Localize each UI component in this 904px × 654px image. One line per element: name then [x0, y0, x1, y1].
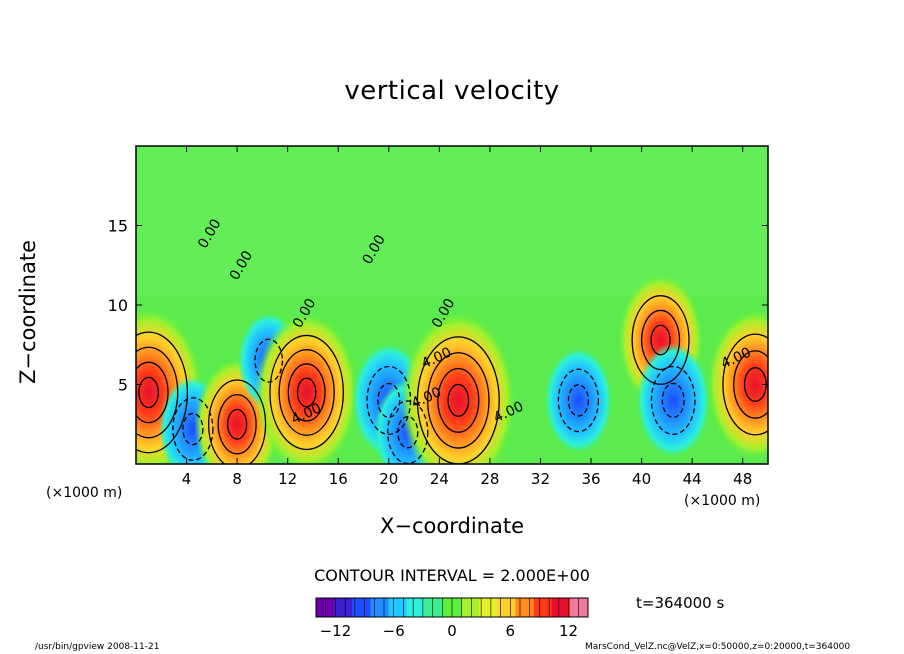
colorbar-segment [334, 598, 353, 617]
contour-line [254, 338, 284, 383]
x-tick-label: 28 [480, 470, 499, 488]
x-unit-right: (×1000 m) [684, 493, 760, 509]
contour-line [287, 363, 326, 422]
colorbar-segment [352, 598, 371, 617]
contour-line [426, 352, 490, 449]
velocity-cell [544, 347, 613, 454]
y-tick-label: 5 [118, 376, 128, 395]
colorbar-tick-label: −6 [383, 622, 405, 640]
contour-line [397, 415, 419, 449]
colorbar-segment [479, 598, 498, 617]
contour-line [650, 365, 696, 435]
colorbar-segment [515, 598, 535, 617]
contour-line [226, 408, 248, 440]
y-tick-label: 15 [108, 217, 128, 236]
contour-line [640, 309, 681, 371]
x-tick-label: 24 [430, 470, 449, 488]
x-tick-label: 44 [683, 470, 702, 488]
contour-line [217, 394, 257, 455]
contour-line [182, 412, 204, 446]
y-axis-label: Z−coordinate [16, 240, 40, 384]
contour-interval-text: CONTOUR INTERVAL = 2.000E+00 [314, 566, 590, 585]
contour-line [733, 350, 768, 419]
x-tick-label: 36 [581, 470, 600, 488]
contour-line [447, 383, 470, 417]
colorbar-segment [370, 598, 390, 617]
contour-line [136, 361, 169, 424]
colorbar-segment [406, 598, 426, 617]
colorbar-segment [424, 598, 444, 617]
x-tick-label: 32 [531, 470, 550, 488]
contour-line [136, 346, 179, 439]
contour-line [650, 324, 671, 356]
x-tick-label: 8 [232, 470, 242, 488]
contour-line [278, 349, 335, 436]
contour-line [437, 367, 480, 433]
contour-line [208, 379, 267, 464]
contour-line [557, 368, 600, 433]
colorbar-tick-label: 12 [559, 622, 578, 640]
contour-line [377, 382, 401, 419]
colorbar-segment [497, 598, 516, 617]
velocity-cell [636, 343, 710, 458]
colorbar-frame [315, 597, 589, 618]
x-tick-label: 4 [182, 470, 192, 488]
contour-line [136, 331, 189, 454]
contour-line [172, 397, 214, 461]
colorbar-segment [551, 598, 571, 617]
contour-line [269, 334, 344, 451]
colorbar-tick-label: −12 [320, 622, 352, 640]
colorbar-tick-label: 0 [447, 622, 457, 640]
velocity-cell [400, 311, 516, 464]
contour-line [138, 376, 159, 409]
field-layer [136, 146, 768, 464]
x-tick-label: 20 [379, 470, 398, 488]
colorbar-segment [569, 598, 589, 617]
footer-source: MarsCond_VelZ.nc@VelZ,x=0:50000,z=0:2000… [585, 642, 851, 652]
x-tick-label: 12 [278, 470, 297, 488]
colorbar-segment [533, 598, 553, 617]
footer-program: /usr/bin/gpview 2008-11-21 [35, 642, 160, 652]
x-tick-label: 48 [733, 470, 752, 488]
velocity-cell [706, 308, 768, 461]
chart-title: vertical velocity [344, 76, 560, 106]
time-label: t=364000 s [636, 594, 725, 612]
contour-line [366, 365, 412, 435]
x-axis-label: X−coordinate [380, 514, 524, 538]
x-unit-left: (×1000 m) [46, 485, 122, 501]
contour-line [296, 377, 317, 408]
contour-line [722, 333, 768, 436]
x-tick-label: 16 [329, 470, 348, 488]
contour-line [567, 384, 590, 417]
colorbar-segment [316, 598, 335, 617]
upper-field-band [136, 146, 768, 296]
colorbar-segment [461, 598, 480, 617]
contour-line [631, 295, 690, 385]
y-tick-label: 10 [108, 296, 128, 315]
colorbar-segment [388, 598, 408, 617]
colorbar-tick-label: 6 [506, 622, 516, 640]
contour-line [661, 382, 685, 419]
x-tick-label: 40 [632, 470, 651, 488]
